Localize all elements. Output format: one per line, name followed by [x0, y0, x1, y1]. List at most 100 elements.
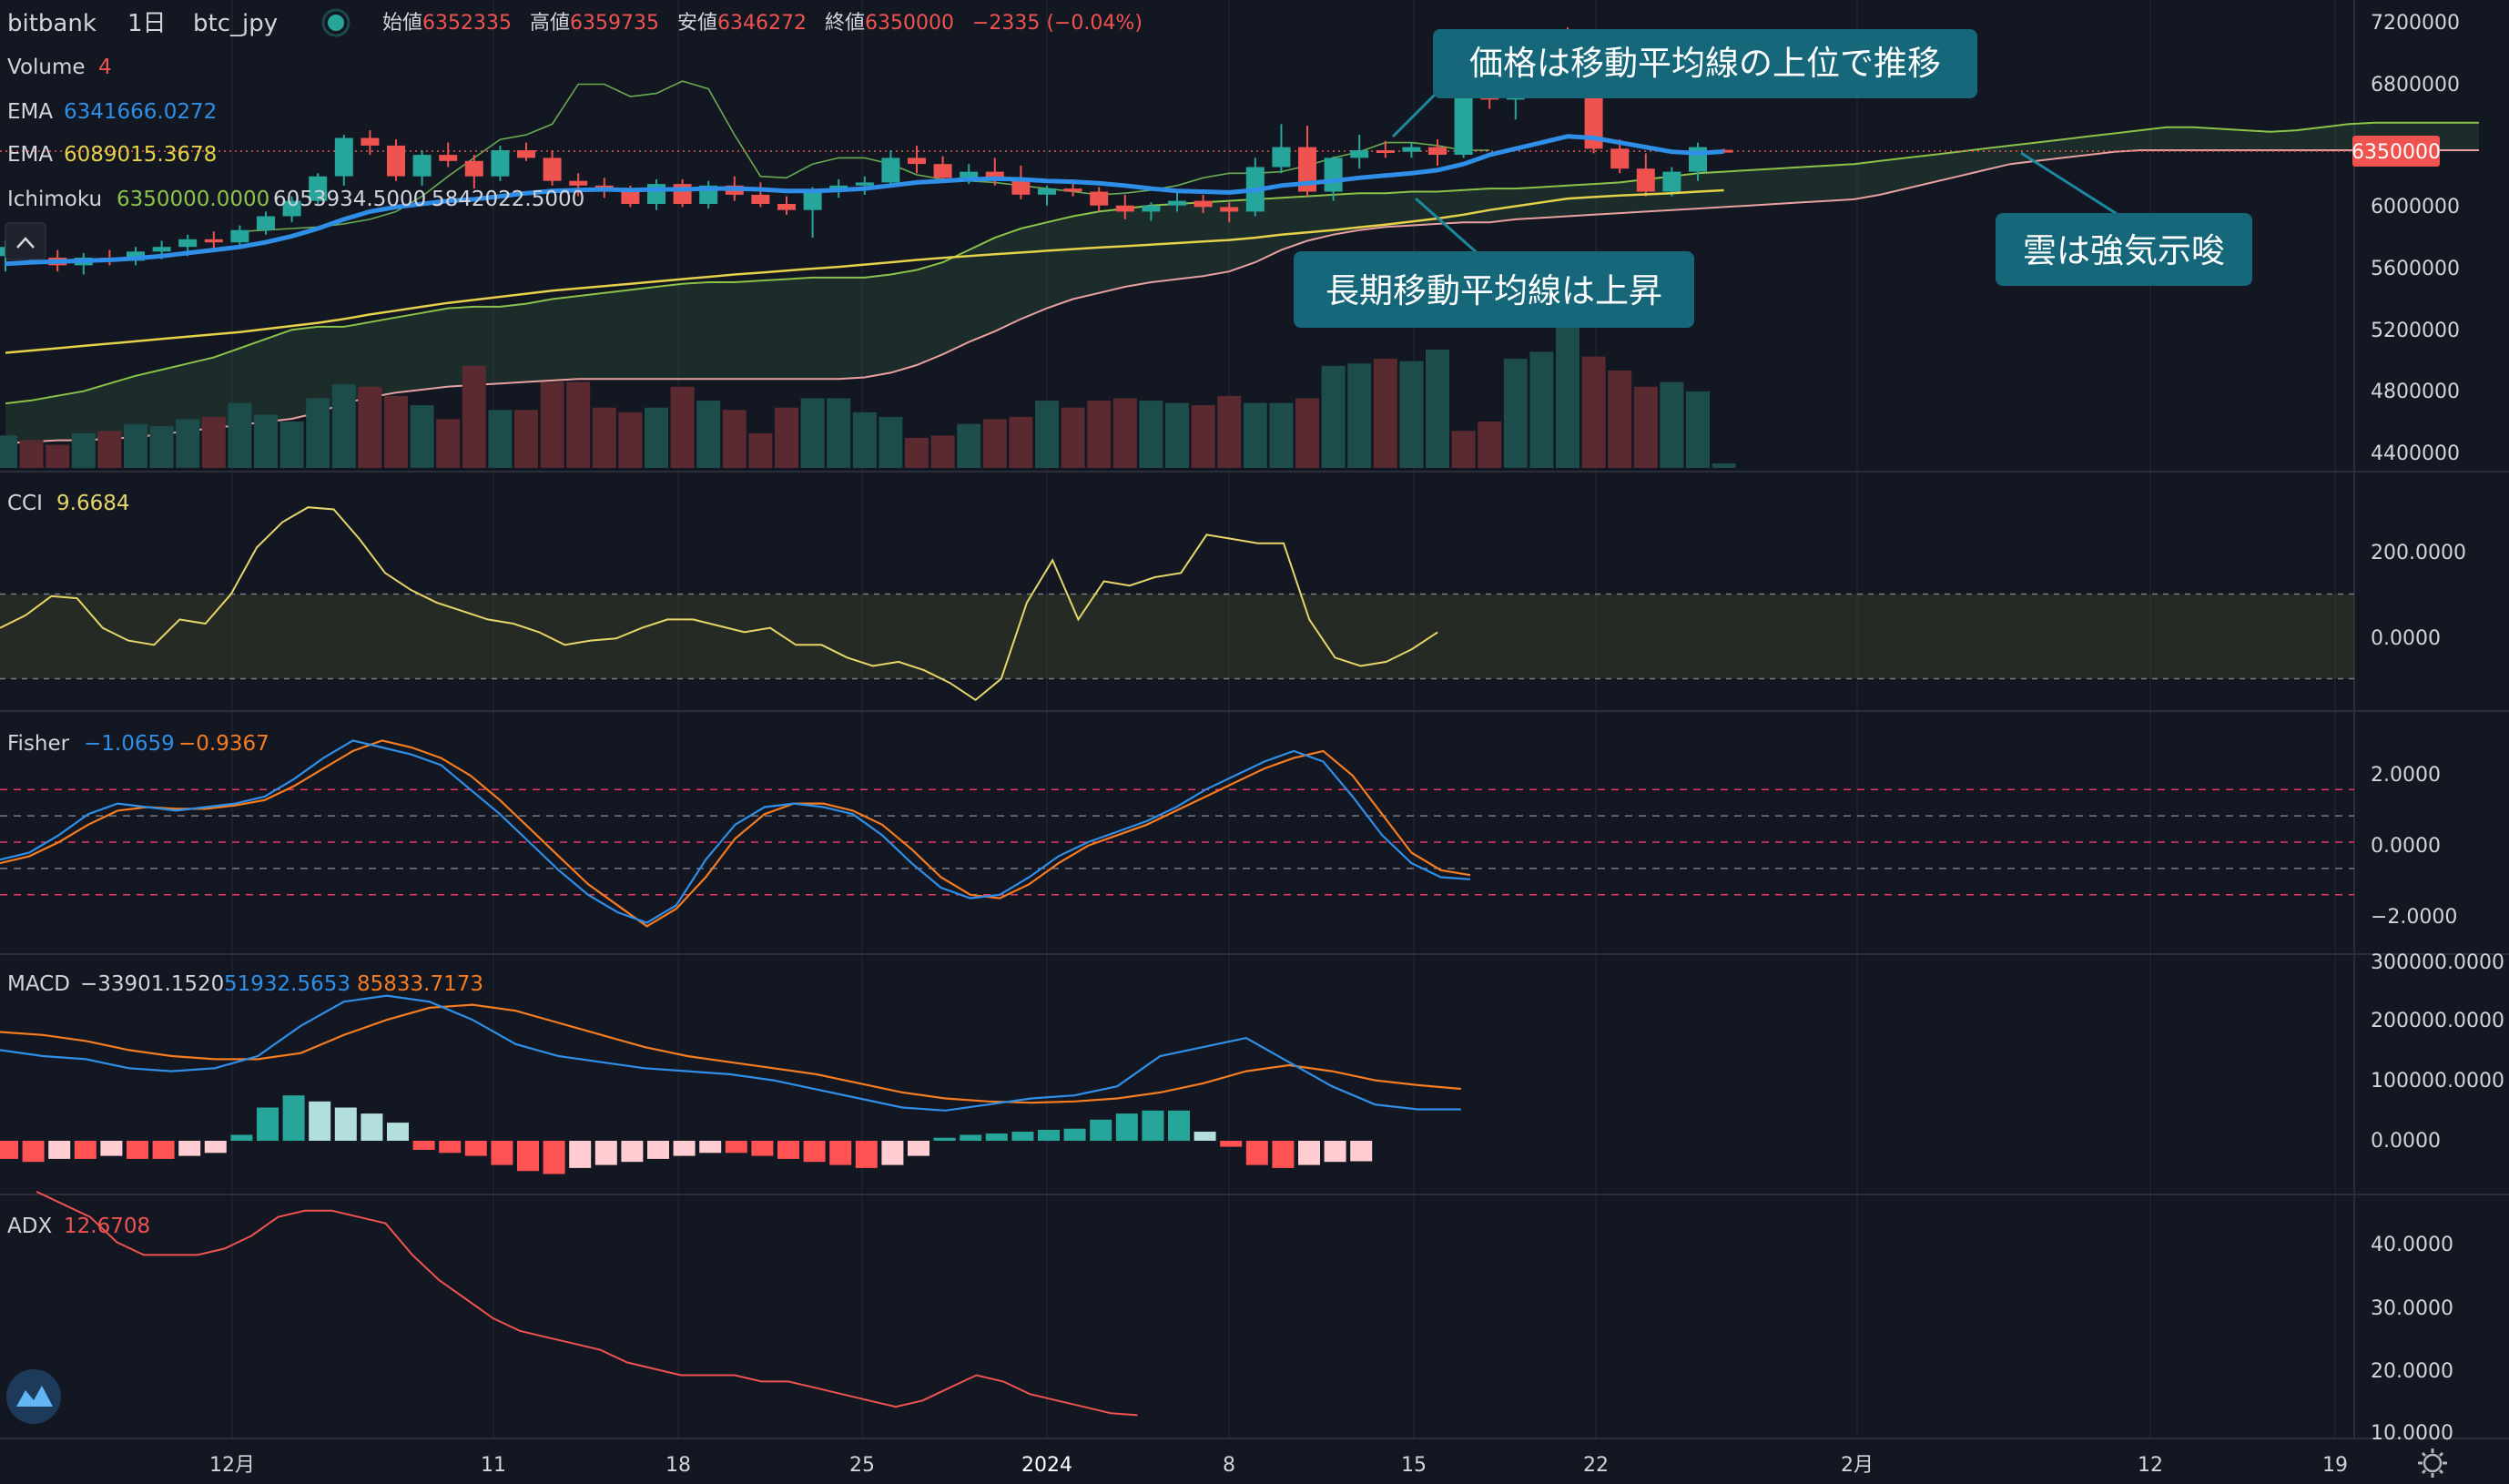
- volume-bar-60: [1556, 326, 1580, 468]
- fisher-line-a: [0, 739, 1471, 924]
- volume-bar-52: [1347, 363, 1372, 468]
- legend: Volume 4 EMA 6341666.0272 EMA 6089015.36…: [5, 56, 584, 1238]
- cci-legend-label[interactable]: CCI: [7, 492, 43, 515]
- time-tick-4: 2024: [1021, 1454, 1072, 1477]
- fisher-tick-0: 2.0000: [2371, 764, 2441, 787]
- candle-body-44: [1142, 205, 1161, 212]
- annotation-1-box[interactable]: [1433, 29, 1977, 98]
- candle-body-34: [881, 158, 900, 183]
- ema1-legend-label[interactable]: EMA: [7, 100, 53, 124]
- ema2-legend-label[interactable]: EMA: [7, 143, 53, 167]
- volume-bar-45: [1165, 402, 1189, 468]
- symbol[interactable]: btc_jpy: [193, 10, 278, 37]
- volume-bar-57: [1478, 422, 1502, 468]
- time-tick-7: 22: [1583, 1454, 1609, 1477]
- annotation-2-text: 長期移動平均線は上昇: [1326, 271, 1662, 310]
- macd-legend-label[interactable]: MACD: [7, 972, 70, 996]
- volume-bar-64: [1660, 381, 1684, 468]
- settings-gear-icon[interactable]: [2418, 1448, 2447, 1478]
- volume-bar-11: [279, 422, 304, 468]
- adx-legend-label[interactable]: ADX: [7, 1215, 52, 1238]
- macd-hist-1: [22, 1141, 45, 1163]
- macd-hist-8: [204, 1141, 227, 1154]
- macd-hist-21: [543, 1141, 565, 1174]
- macd-hist-3: [74, 1141, 96, 1159]
- candle-body-39: [1011, 178, 1031, 195]
- macd-hist-49: [1272, 1141, 1295, 1168]
- exchange-name[interactable]: bitbank: [7, 10, 96, 37]
- candle-body-40: [1038, 188, 1056, 195]
- time-tick-2: 18: [665, 1454, 691, 1477]
- price-tick-0: 7200000: [2371, 12, 2460, 35]
- candle-body-45: [1168, 200, 1186, 206]
- fisher-line-b: [0, 739, 1471, 928]
- volume-bar-48: [1243, 402, 1267, 468]
- macd-hist-22: [569, 1141, 592, 1168]
- open-value: 6352335: [422, 12, 512, 35]
- macd-hist-47: [1220, 1141, 1243, 1147]
- time-tick-8: 2月: [1841, 1454, 1874, 1477]
- volume-bar-42: [1087, 401, 1112, 468]
- macd-hist-43: [1115, 1113, 1138, 1141]
- cci-legend-value: 9.6684: [56, 492, 129, 515]
- volume-legend-label[interactable]: Volume: [7, 56, 86, 79]
- ichimoku-legend-label[interactable]: Ichimoku: [7, 188, 102, 211]
- macd-hist-50: [1298, 1141, 1320, 1165]
- candle-body-25: [647, 184, 665, 204]
- annotation-3-box[interactable]: [1996, 213, 2252, 286]
- macd-hist-31: [803, 1141, 826, 1163]
- macd-hist-25: [647, 1141, 669, 1159]
- cloud-span-b: [5, 149, 2479, 444]
- macd-hist-46: [1194, 1132, 1216, 1141]
- volume-bar-2: [46, 444, 70, 468]
- macd-hist-2: [48, 1141, 71, 1159]
- collapse-legend-button[interactable]: [5, 222, 46, 260]
- last-price-badge: [2352, 136, 2440, 167]
- annotation-2-box[interactable]: [1294, 251, 1694, 328]
- volume-bar-66: [1712, 462, 1736, 468]
- candle-body-12: [309, 176, 328, 201]
- candle-body-35: [908, 158, 926, 165]
- low-label: 安値: [677, 12, 717, 35]
- candle-body-54: [1402, 147, 1421, 152]
- time-tick-0: 12月: [209, 1454, 255, 1477]
- tradingview-logo[interactable]: [6, 1369, 61, 1424]
- candle-body-7: [178, 239, 198, 248]
- candle-body-17: [439, 155, 458, 161]
- macd-hist-29: [751, 1141, 774, 1156]
- volume-bar-12: [306, 398, 330, 468]
- cloud-span-a: [5, 121, 2479, 405]
- open-label: 始値: [382, 12, 422, 35]
- macd-hist-52: [1350, 1141, 1373, 1162]
- volume-bar-59: [1529, 351, 1554, 468]
- candle-body-33: [855, 182, 874, 186]
- candle-body-66: [1714, 149, 1733, 153]
- time-tick-5: 8: [1223, 1454, 1235, 1477]
- fisher-legend-label[interactable]: Fisher: [7, 732, 70, 756]
- volume-bar-6: [149, 426, 174, 468]
- annotation-2-connector: [1415, 197, 1480, 257]
- candle-body-49: [1272, 147, 1291, 168]
- macd-hist-41: [1063, 1128, 1086, 1141]
- candle-body-24: [621, 191, 640, 204]
- candle-body-11: [282, 200, 301, 217]
- macd-hist-23: [594, 1141, 617, 1165]
- candle-body-8: [204, 239, 223, 243]
- macd-hist-42: [1090, 1119, 1112, 1141]
- candle-body-31: [803, 189, 822, 210]
- macd-hist-12: [309, 1101, 331, 1141]
- close-label: 終値: [825, 12, 865, 35]
- volume-bar-10: [254, 414, 278, 468]
- candle-body-10: [257, 216, 275, 230]
- macd-hist-38: [985, 1133, 1008, 1141]
- interval[interactable]: 1日: [127, 10, 167, 37]
- price-tick-6: 4800000: [2371, 381, 2460, 403]
- volume-bar-24: [618, 412, 643, 468]
- volume-bar-22: [566, 381, 591, 468]
- volume-bar-32: [827, 398, 851, 468]
- volume-bar-3: [71, 432, 96, 469]
- last-price-tag: 6350000: [2352, 136, 2441, 167]
- candle-body-36: [933, 164, 952, 178]
- macd-tick-3: 0.0000: [2371, 1130, 2441, 1153]
- candle-body-47: [1220, 207, 1239, 212]
